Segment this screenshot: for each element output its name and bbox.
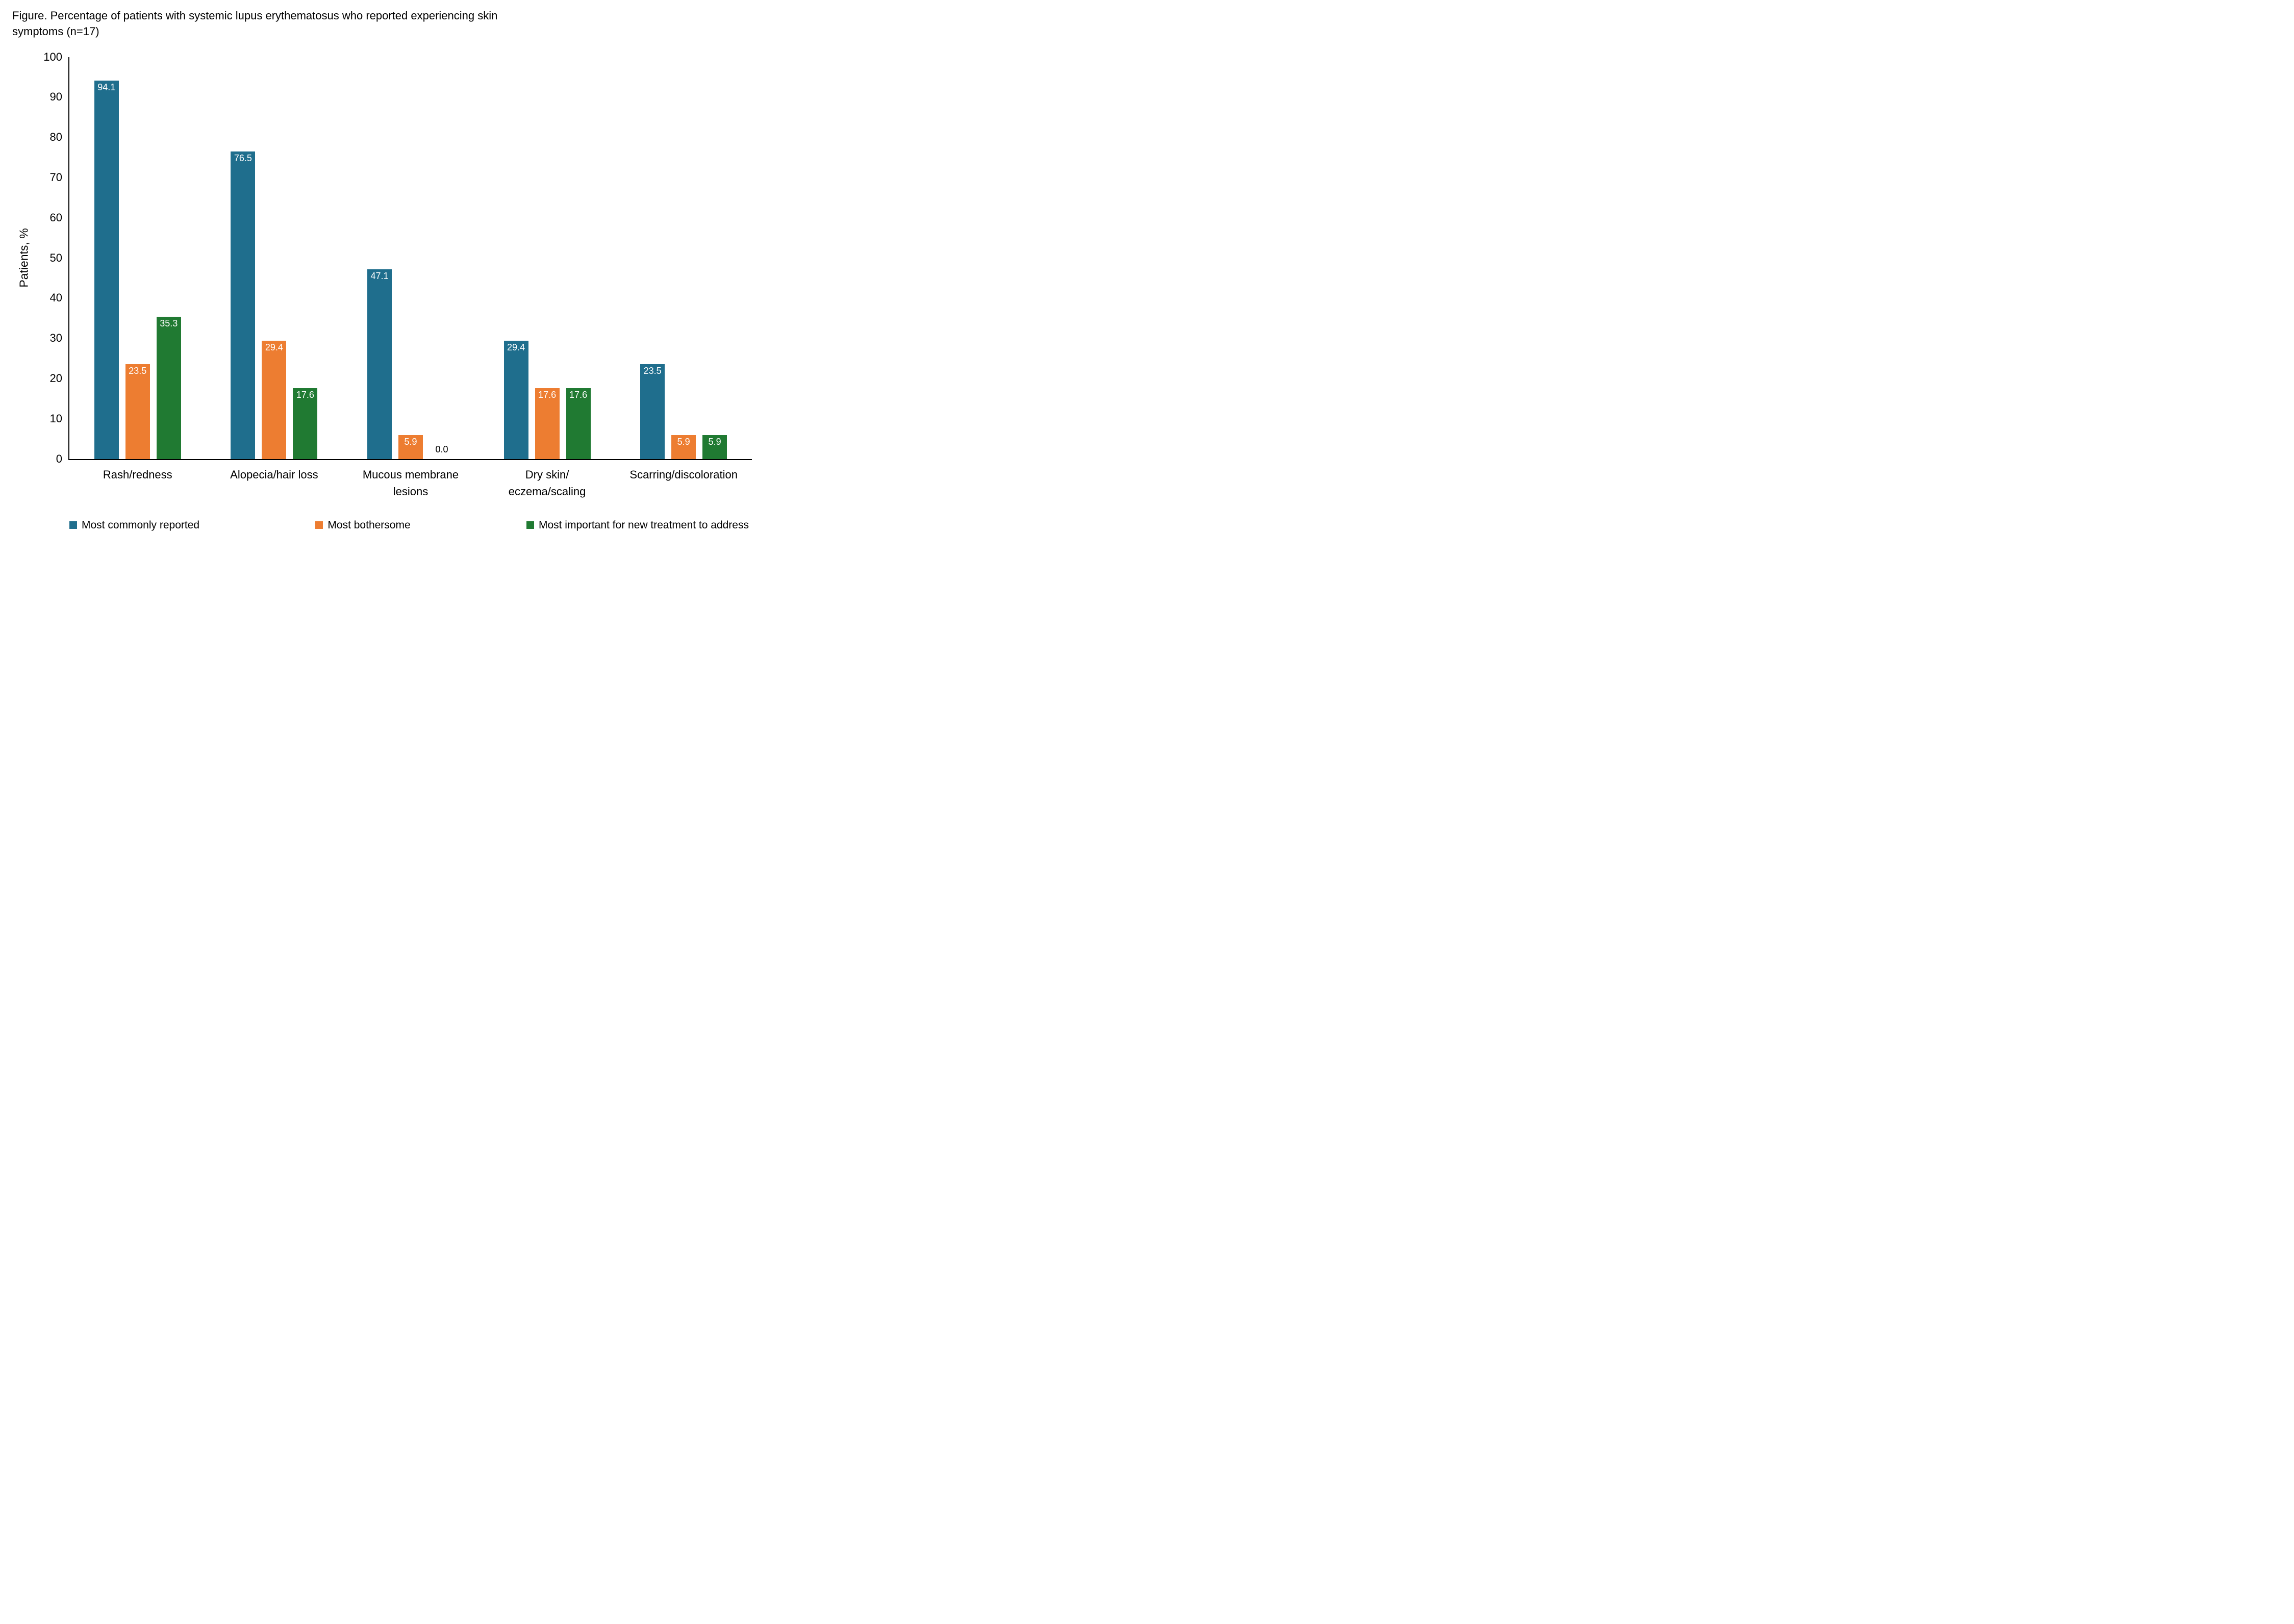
bar-value-label: 23.5 [643,366,662,376]
legend-swatch-icon [69,521,77,529]
y-tick-label: 50 [49,251,62,264]
bar-value-label: 47.1 [370,271,389,282]
legend-item: Most important for new treatment to addr… [526,519,749,531]
legend-item: Most bothersome [315,519,411,531]
plot-area: 94.1 23.5 35.3 76.5 29.4 17.6 47.1 5.9 0.0 29.4 17… [68,57,752,460]
bar-value-label: 0.0 [435,444,448,454]
bar-group: 47.1 5.9 0.0 [342,57,479,459]
y-tick-label: 90 [49,90,62,104]
bar: 29.4 [262,340,287,459]
bar-value-label: 94.1 [97,82,116,93]
bar: 94.1 [94,81,119,459]
figure-title: Figure. Percentage of patients with syst… [12,9,498,38]
bar-value-label: 29.4 [265,342,283,352]
bar-value-label: 29.4 [507,342,525,352]
y-tick-label: 70 [49,171,62,184]
bar: 17.6 [293,388,318,459]
legend: Most commonly reported Most bothersome Mos… [69,519,752,531]
bar-value-label: 5.9 [708,437,721,447]
y-tick-label: 0 [56,452,62,465]
bar-group: 76.5 29.4 17.6 [206,57,343,459]
category-label: Rash/redness [103,468,172,481]
bar: 47.1 [367,269,392,459]
bar-value-label: 76.5 [234,153,252,163]
bar: 23.5 [640,364,665,459]
chart: Patients, % 0 10 20 30 40 50 60 70 80 90 100 94.1 2… [12,50,752,465]
y-tick-label: 80 [49,131,62,144]
bar: 35.3 [156,317,181,459]
bar: 5.9 [702,435,727,459]
y-tick-label: 30 [49,332,62,345]
y-tick-label: 40 [49,291,62,304]
bar-value-label: 35.3 [160,318,178,329]
bar-value-label: 23.5 [129,366,147,376]
bar: 29.4 [503,340,528,459]
y-tick-label: 20 [49,372,62,385]
bar-group: 29.4 17.6 17.6 [479,57,616,459]
bar: 23.5 [125,364,150,459]
bar-value-label: 17.6 [296,389,314,400]
category-label: Scarring/discoloration [629,468,738,481]
y-axis-label-container: Patients, % [12,57,36,459]
legend-swatch-icon [526,521,534,529]
y-tick-label: 10 [49,412,62,425]
bar-value-label: 5.9 [677,437,690,447]
bar-group: 94.1 23.5 35.3 [69,57,206,459]
category-labels: Rash/redness Alopecia/hair loss Mucous mem… [68,460,752,500]
legend-item: Most commonly reported [69,519,199,531]
figure: Figure. Percentage of patients with syst… [0,0,765,541]
category-label: Dry skin/ eczema/scaling [508,468,586,498]
bar-value-label: 17.6 [538,389,557,400]
bar: 17.6 [535,388,560,459]
bar: 5.9 [398,435,423,459]
bar: 76.5 [231,151,256,459]
bar: 5.9 [671,435,696,459]
legend-label: Most commonly reported [82,519,200,531]
category-label: Alopecia/hair loss [230,468,318,481]
bar-group: 23.5 5.9 5.9 [615,57,752,459]
y-axis-ticks: 0 10 20 30 40 50 60 70 80 90 100 [36,50,68,465]
bar: 17.6 [566,388,591,459]
y-tick-label: 100 [43,50,62,63]
y-axis-label: Patients, % [17,228,31,288]
legend-swatch-icon [315,521,323,529]
legend-label: Most important for new treatment to addr… [538,519,749,531]
bar-value-label: 17.6 [569,389,588,400]
legend-label: Most bothersome [327,519,411,531]
y-tick-label: 60 [49,211,62,224]
bar-value-label: 5.9 [404,437,417,447]
category-label: Mucous membrane lesions [362,468,459,498]
